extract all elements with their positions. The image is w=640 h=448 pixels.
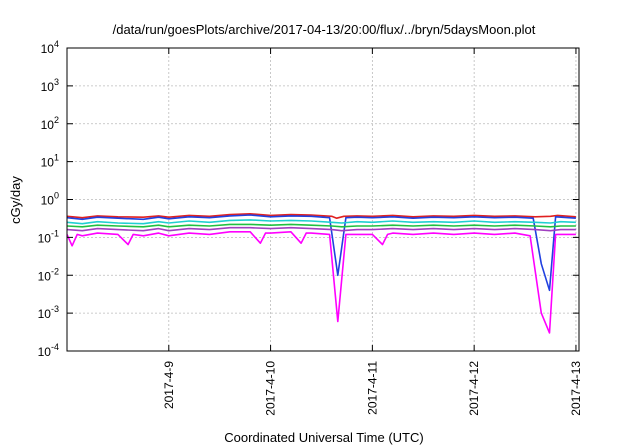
y-tick-label: 102 — [41, 115, 59, 132]
x-axis: 2017-4-9 2017-4-10 2017-4-11 2017-4-12 2017-… — [162, 48, 583, 416]
y-tick-label: 10-3 — [38, 304, 59, 321]
series-line-1 — [67, 213, 576, 219]
y-axis: 10-4 10-3 10-2 10-1 100 101 102 103 104 — [38, 39, 579, 359]
series-line-6 — [67, 231, 576, 334]
y-tick-label: 10-4 — [38, 342, 59, 359]
y-tick-label: 100 — [41, 191, 59, 208]
series-line-4 — [67, 223, 576, 228]
series-line-3 — [67, 219, 576, 225]
chart-title: /data/run/goesPlots/archive/2017-04-13/2… — [113, 22, 536, 37]
y-tick-label: 10-2 — [38, 266, 59, 283]
x-tick-label: 2017-4-12 — [467, 361, 481, 416]
y-tick-label: 10-1 — [38, 228, 59, 245]
x-tick-label: 2017-4-11 — [365, 361, 379, 415]
grid — [67, 48, 579, 351]
series-group — [67, 213, 576, 334]
series-line-2 — [67, 214, 576, 292]
y-axis-label: cGy/day — [8, 176, 23, 224]
x-tick-label: 2017-4-10 — [264, 361, 278, 416]
series-line-5 — [67, 226, 576, 232]
y-tick-label: 101 — [41, 153, 59, 170]
y-tick-label: 104 — [41, 39, 59, 56]
y-tick-label: 103 — [41, 77, 59, 94]
x-tick-label: 2017-4-13 — [569, 361, 583, 416]
x-tick-label: 2017-4-9 — [162, 361, 176, 409]
x-axis-label: Coordinated Universal Time (UTC) — [224, 430, 423, 445]
